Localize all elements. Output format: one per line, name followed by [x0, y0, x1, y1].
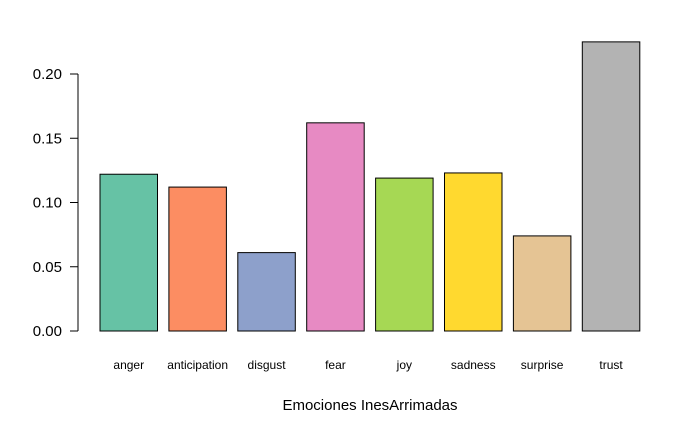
bar-fear	[306, 122, 365, 332]
x-category-label: anger	[113, 358, 144, 372]
x-category-label: joy	[396, 358, 412, 372]
x-category-label: surprise	[521, 358, 564, 372]
bar-anticipation	[168, 186, 227, 332]
bar-surprise	[512, 235, 572, 332]
bar-trust	[581, 41, 641, 332]
x-category-label: anticipation	[167, 358, 228, 372]
bar-joy	[375, 177, 434, 332]
x-category-label: sadness	[451, 358, 496, 372]
y-tick-label: 0.00	[33, 323, 62, 340]
x-category-label: disgust	[248, 358, 287, 372]
x-category-label: fear	[325, 358, 346, 372]
bar-anger	[99, 173, 158, 332]
y-tick-label: 0.10	[33, 195, 62, 212]
y-tick-label: 0.05	[33, 259, 62, 276]
x-category-labels: anger anticipation disgust fear joy sadness su…	[113, 358, 623, 372]
bar-disgust	[237, 252, 296, 332]
bars	[99, 41, 641, 332]
y-tick-label: 0.15	[33, 130, 62, 147]
y-axis: 0.00 0.05 0.10 0.15 0.20	[33, 66, 79, 340]
x-category-label: trust	[599, 358, 623, 372]
x-axis-label: Emociones InesArrimadas	[282, 397, 457, 414]
y-tick-label: 0.20	[33, 66, 62, 83]
bar-sadness	[444, 172, 503, 332]
